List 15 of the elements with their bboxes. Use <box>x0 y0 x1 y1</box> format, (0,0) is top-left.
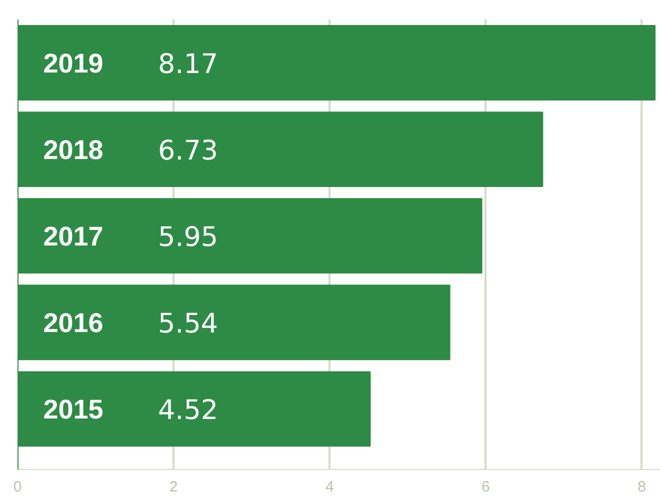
y-tick-label: 2019 <box>43 48 104 78</box>
y-tick-label: 2015 <box>43 394 104 424</box>
y-tick-label: 2018 <box>43 134 104 165</box>
x-tick-label: 6 <box>482 478 490 496</box>
data-label: 8.17 <box>158 48 218 80</box>
data-label: 5.95 <box>158 222 218 253</box>
data-label: 4.52 <box>158 394 218 426</box>
x-tick-label: 0 <box>13 478 22 496</box>
data-label: 6.73 <box>158 135 218 166</box>
x-tick-label: 8 <box>638 478 646 496</box>
y-tick-label: 2017 <box>43 221 104 252</box>
x-tick-label: 4 <box>325 478 334 496</box>
data-label: 5.54 <box>158 308 218 340</box>
x-tick-label: 2 <box>169 478 178 496</box>
y-tick-label: 2016 <box>43 308 104 338</box>
